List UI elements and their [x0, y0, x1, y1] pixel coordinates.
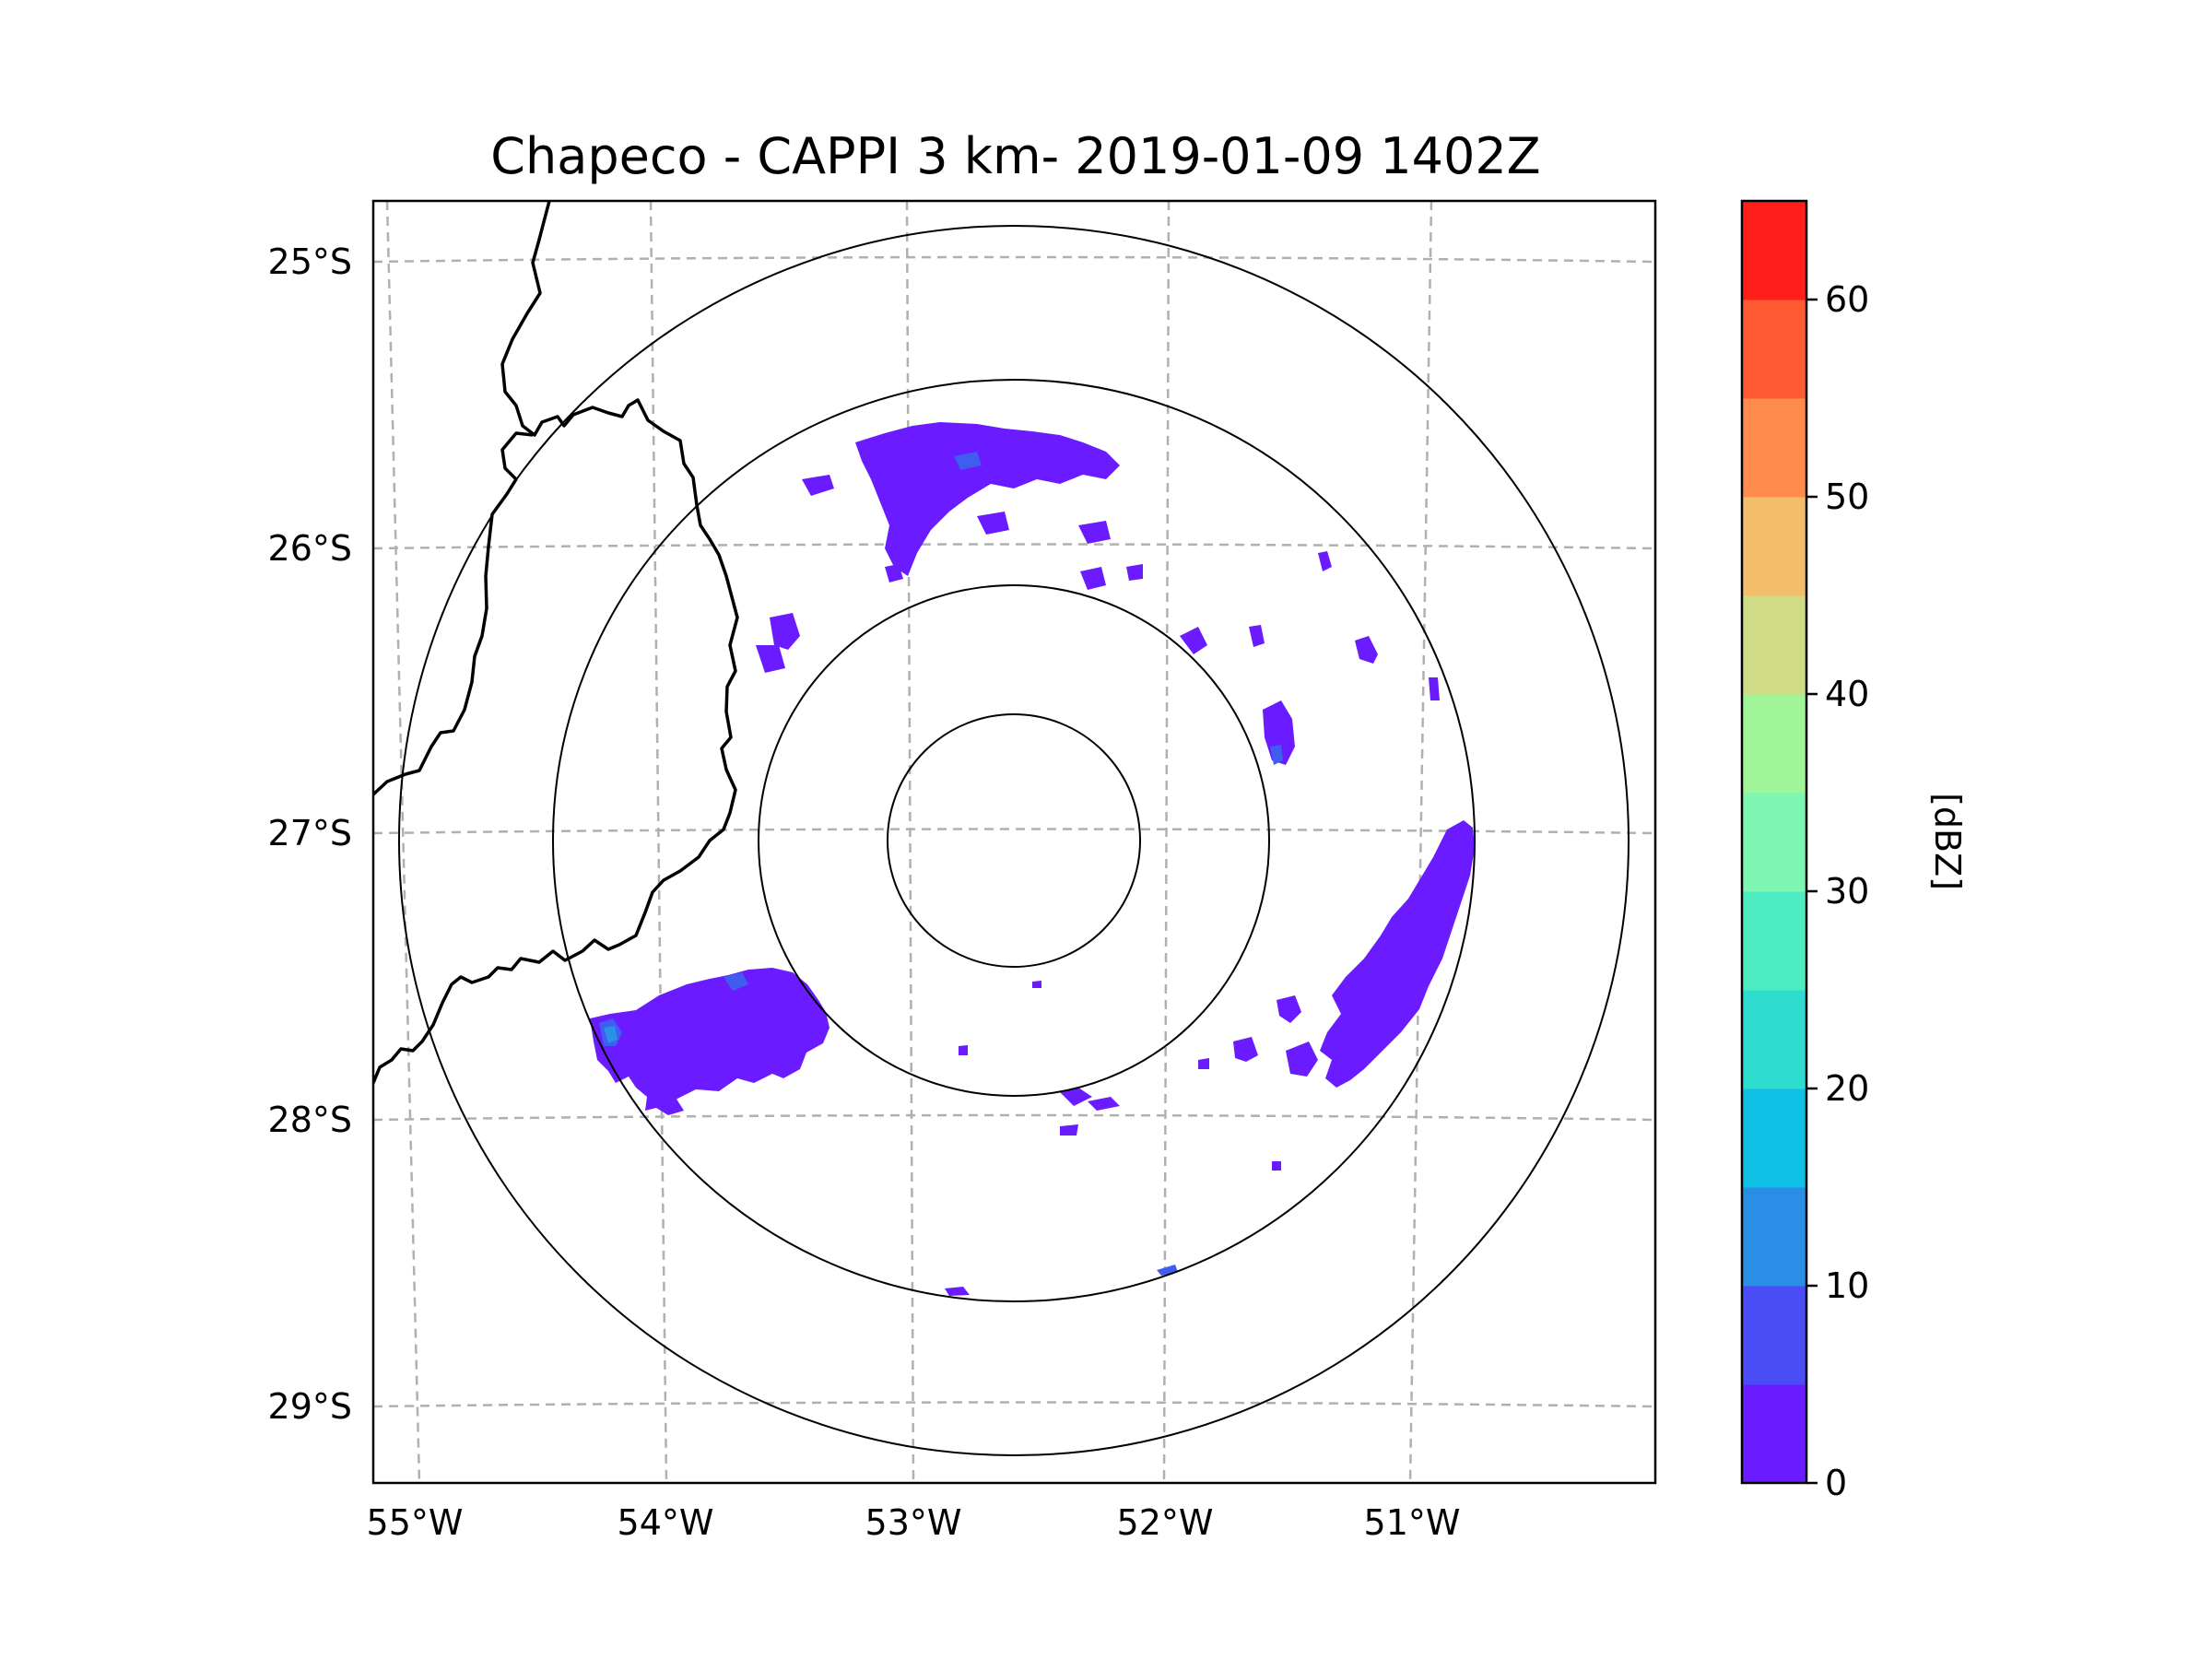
- echo-south-cell: [1272, 1161, 1281, 1171]
- echo-north-arc: [855, 422, 1120, 576]
- meridian-53w: [905, 201, 915, 1483]
- lon-label: 55°W: [367, 1502, 464, 1543]
- parallel-27s: [373, 828, 1655, 835]
- echo-northeast-cluster: [1318, 551, 1332, 571]
- colorbar-bin: [1742, 694, 1806, 794]
- range-ring-1: [887, 713, 1141, 968]
- colorbar-tick-label: 30: [1825, 871, 1869, 912]
- colorbar-bin: [1742, 595, 1806, 695]
- echo-east-band: [1320, 820, 1475, 1088]
- colorbar-tick-label: 20: [1825, 1068, 1869, 1109]
- echo-east-band: [1277, 995, 1301, 1023]
- lat-label: 28°S: [268, 1100, 352, 1140]
- echo-south-cell: [1088, 1097, 1120, 1111]
- meridian-55w: [385, 201, 421, 1483]
- colorbar-tick-label: 40: [1825, 674, 1869, 714]
- meridian-54w: [649, 201, 668, 1483]
- echo-southwest-core: [604, 1026, 618, 1043]
- echo-southwest-core: [724, 972, 748, 991]
- lat-label: 27°S: [268, 813, 352, 853]
- echo-north-arc: [770, 613, 800, 650]
- echo-north-arc: [756, 645, 785, 673]
- radar-echoes: [590, 422, 1475, 1296]
- echo-north-arc: [1078, 521, 1111, 544]
- echo-north-arc: [885, 564, 903, 582]
- range-ring-2: [758, 584, 1270, 1097]
- echo-south-cell: [1198, 1058, 1209, 1069]
- colorbar-label: [dBZ]: [1927, 793, 1968, 890]
- map-frame: [371, 199, 1657, 1485]
- echo-east-band: [1233, 1037, 1258, 1062]
- echo-north-arc: [954, 452, 982, 470]
- meridian-51w: [1408, 201, 1433, 1483]
- colorbar-bin: [1742, 891, 1806, 991]
- echo-south-cell: [959, 1045, 968, 1055]
- echo-north-arc: [802, 475, 834, 496]
- lat-label: 29°S: [268, 1386, 352, 1427]
- colorbar-bins: [1742, 201, 1806, 1484]
- border-argentina-paraguay: [373, 201, 739, 1084]
- lon-label: 53°W: [865, 1502, 962, 1543]
- latitude-labels: 25°S 26°S 27°S 28°S 29°S: [268, 241, 352, 1427]
- colorbar-bin: [1742, 793, 1806, 892]
- colorbar-bin: [1742, 1187, 1806, 1287]
- echo-northeast-cluster: [1126, 564, 1143, 581]
- colorbar-bin: [1742, 398, 1806, 498]
- echo-northeast-cluster: [1249, 625, 1265, 647]
- parallel-28s: [373, 1113, 1655, 1122]
- colorbar-tick-label: 10: [1825, 1265, 1869, 1306]
- range-rings: [398, 225, 1630, 1456]
- echo-northeast-cluster: [1080, 567, 1106, 590]
- parallel-29s: [373, 1401, 1655, 1408]
- border-brazil-argentina: [373, 431, 534, 796]
- echo-northeast-cluster: [1355, 636, 1378, 664]
- echo-northeast-cluster: [1180, 627, 1207, 654]
- range-ring-3: [552, 379, 1476, 1302]
- colorbar-bin: [1742, 497, 1806, 596]
- longitude-labels: 55°W 54°W 53°W 52°W 51°W: [367, 1502, 1461, 1543]
- colorbar-frame: [1740, 199, 1808, 1485]
- colorbar-tick-label: 0: [1825, 1463, 1847, 1503]
- lon-label: 52°W: [1117, 1502, 1214, 1543]
- country-borders: [373, 201, 739, 1084]
- colorbar: 0 10 20 30 40 50 60 [dBZ]: [1740, 199, 1968, 1503]
- map-title: Chapeco - CAPPI 3 km- 2019-01-09 1402Z: [490, 127, 1540, 185]
- lon-label: 51°W: [1364, 1502, 1461, 1543]
- colorbar-bin: [1742, 1088, 1806, 1188]
- colorbar-bin: [1742, 990, 1806, 1089]
- echo-east-band: [1286, 1041, 1318, 1077]
- parallel-26s: [373, 543, 1655, 550]
- echo-south-cell: [1060, 1088, 1092, 1106]
- colorbar-ticks: 0 10 20 30 40 50 60: [1806, 279, 1869, 1503]
- echo-southwest-fringe: [653, 1090, 684, 1115]
- echo-south-cell: [1060, 1124, 1078, 1135]
- lat-label: 25°S: [268, 241, 352, 282]
- echo-south-cell: [1032, 981, 1041, 988]
- echo-north-arc: [977, 512, 1009, 535]
- colorbar-bin: [1742, 1384, 1806, 1484]
- echo-northeast-cluster: [1270, 745, 1283, 765]
- echo-northeast-cluster: [1429, 677, 1440, 700]
- echo-south-cell: [945, 1287, 970, 1296]
- colorbar-bin: [1742, 300, 1806, 399]
- echo-southwest-band: [590, 968, 830, 1111]
- colorbar-bin: [1742, 201, 1806, 300]
- parallel-25s: [373, 255, 1655, 264]
- colorbar-tick-label: 50: [1825, 477, 1869, 517]
- colorbar-bin: [1742, 1286, 1806, 1385]
- colorbar-tick-label: 60: [1825, 279, 1869, 320]
- lat-label: 26°S: [268, 528, 352, 569]
- lon-label: 54°W: [618, 1502, 714, 1543]
- range-ring-4: [398, 225, 1630, 1456]
- map-panel[interactable]: [371, 199, 1657, 1485]
